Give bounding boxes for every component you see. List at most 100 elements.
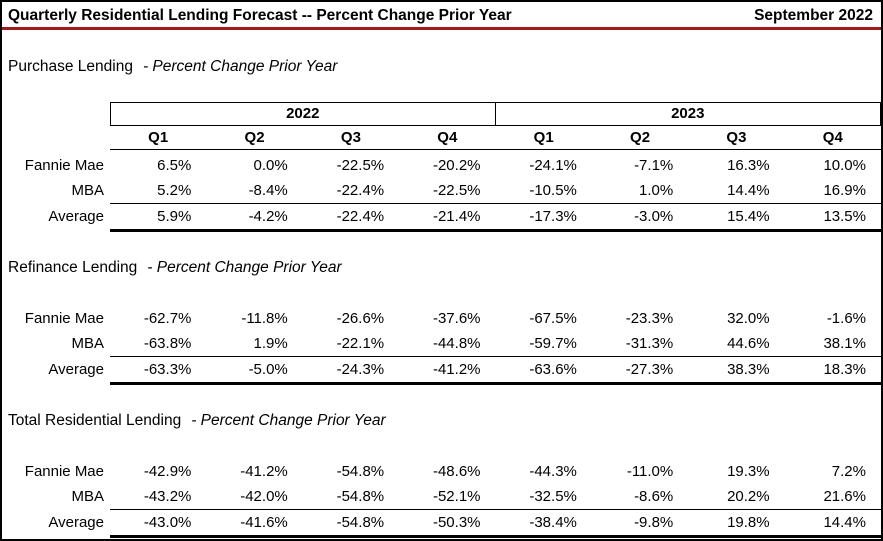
report-title: Quarterly Residential Lending Forecast -… [8,7,512,24]
quarter-label-2022-q1: Q1 [148,129,169,146]
value-cell: 5.9% [157,208,192,225]
quarter-label-2023-q2: Q2 [630,129,651,146]
value-cell: -23.3% [625,310,674,327]
value-cell: -54.8% [336,488,385,505]
value-cell: -48.6% [432,463,481,480]
value-cell: -17.3% [529,208,577,225]
value-cell: 6.5% [157,157,192,174]
value-cell: -62.7% [143,310,192,327]
row-label-average: Average [48,361,104,378]
value-cell: -11.8% [241,310,288,327]
value-cell: -22.5% [336,157,385,174]
value-cell: -67.5% [529,310,577,327]
rows-total-residential-lending: Fannie Mae -42.9% -41.2% -54.8% -48.6% -44.3%… [2,459,881,538]
value-cell: -22.5% [432,182,481,199]
section-bottom-rule [110,229,881,232]
value-cell: -10.5% [529,182,577,199]
value-cell: -42.0% [240,488,288,505]
sections-container: Purchase Lending - Percent Change Prior Y… [2,57,881,538]
row-label-spacer [2,102,110,126]
quarter-label-2023-q3: Q3 [726,129,747,146]
table-row-purchase-lending-mba: MBA 5.2% -8.4% -22.4% -22.5% -10.5% 1.0% 14.4% 1… [2,178,881,203]
year-label: 2022 [110,102,496,126]
rows-purchase-lending: Fannie Mae 6.5% 0.0% -22.5% -20.2% -24.1% -7.1… [2,153,881,232]
value-cell: 32.0% [727,310,770,327]
section-heading-purchase-lending: Purchase Lending - Percent Change Prior Y… [8,57,881,76]
table-row-purchase-lending-fannie-mae: Fannie Mae 6.5% 0.0% -22.5% -20.2% -24.1% -7.1… [2,153,881,178]
value-cell: -27.3% [625,361,674,378]
value-cell: -32.5% [529,488,577,505]
value-cell: -42.9% [143,463,192,480]
section-refinance-lending: Refinance Lending - Percent Change Prior … [2,258,881,385]
row-label-average: Average [48,208,104,225]
value-cell: -37.6% [432,310,481,327]
value-cell: -44.3% [529,463,577,480]
value-cell: -11.0% [626,463,674,480]
value-cell: 38.1% [823,335,866,352]
row-label-average: Average [48,514,104,531]
section-subtitle: - Percent Change Prior Year [142,58,338,75]
value-cell: -22.4% [336,182,385,199]
value-cell: -52.1% [432,488,481,505]
row-label-mba: MBA [71,488,104,505]
value-cell: 5.2% [157,182,192,199]
value-cell: -7.1% [634,157,674,174]
quarter-label-2023-q1: Q1 [533,129,554,146]
value-cell: 19.3% [727,463,770,480]
year-label: 2023 [495,102,881,126]
value-cell: -63.8% [143,335,192,352]
value-cell: 16.3% [727,157,770,174]
average-top-rule [110,509,881,510]
value-cell: 10.0% [823,157,866,174]
section-subtitle: - Percent Change Prior Year [191,412,386,429]
row-label-mba: MBA [71,182,104,199]
value-cell: 15.4% [727,208,770,225]
value-cell: -22.4% [336,208,385,225]
value-cell: -44.8% [432,335,481,352]
table-row-refinance-lending-mba: MBA -63.8% 1.9% -22.1% -44.8% -59.7% -31.3% 44.… [2,331,881,356]
value-cell: -1.6% [826,310,866,327]
value-cell: 1.0% [639,182,674,199]
value-cell: -4.2% [248,208,288,225]
section-title: Purchase Lending [8,58,133,75]
average-top-rule [110,203,881,204]
value-cell: 44.6% [727,335,770,352]
average-top-rule [110,356,881,357]
section-subtitle: - Percent Change Prior Year [147,259,342,276]
value-cell: 7.2% [831,463,866,480]
value-cell: 0.0% [253,157,288,174]
value-cell: 14.4% [727,182,770,199]
quarter-label-2023-q4: Q4 [822,129,843,146]
table-row-total-residential-lending-fannie-mae: Fannie Mae -42.9% -41.2% -54.8% -48.6% -44.3%… [2,459,881,484]
value-cell: -20.2% [432,157,481,174]
value-cell: -54.8% [336,463,385,480]
value-cell: 13.5% [823,208,866,225]
quarter-label-2022-q3: Q3 [340,129,361,146]
rows-refinance-lending: Fannie Mae -62.7% -11.8% -26.6% -37.6% -67.5%… [2,306,881,385]
value-cell: -31.3% [625,335,674,352]
value-cell: -41.2% [240,463,288,480]
value-cell: 14.4% [823,514,866,531]
quarter-label-2022-q2: Q2 [244,129,265,146]
value-cell: -41.6% [240,514,288,531]
value-cell: -41.2% [432,361,481,378]
value-cell: -22.1% [336,335,385,352]
row-label-fannie-mae: Fannie Mae [24,310,104,327]
value-cell: -8.6% [634,488,674,505]
row-label-fannie-mae: Fannie Mae [24,157,104,174]
quarter-header-row: Q1 Q2 Q3 Q4 Q1 Q2 Q3 Q4 [2,126,881,149]
section-title: Total Residential Lending [8,412,182,429]
value-cell: -21.4% [432,208,481,225]
section-bottom-rule [110,535,881,538]
value-cell: -24.1% [529,157,577,174]
value-cell: 1.9% [253,335,288,352]
value-cell: -3.0% [634,208,674,225]
table-row-total-residential-lending-average: Average -43.0% -41.6% -54.8% -50.3% -38.4% -9.… [2,510,881,535]
report-date: September 2022 [754,7,873,24]
section-bottom-rule [110,382,881,385]
value-cell: -26.6% [336,310,385,327]
section-heading-total-residential-lending: Total Residential Lending - Percent Chang… [8,411,881,430]
value-cell: -8.4% [248,182,288,199]
value-cell: 16.9% [823,182,866,199]
